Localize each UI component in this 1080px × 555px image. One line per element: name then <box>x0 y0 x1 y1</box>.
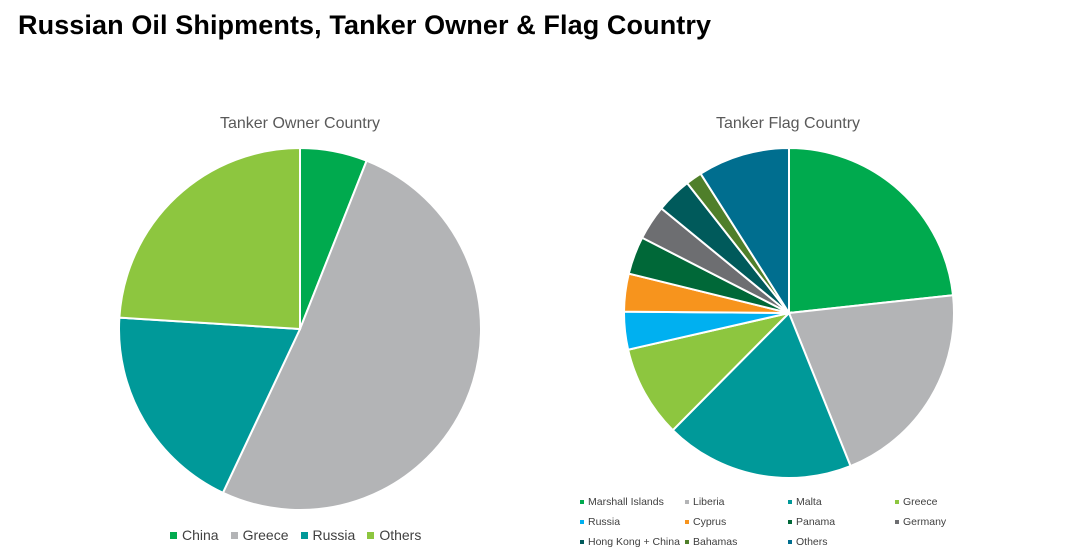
legend-item-hong-kong-china: Hong Kong + China <box>580 535 685 548</box>
legend-swatch <box>230 531 238 539</box>
legend-item-germany: Germany <box>895 515 1005 528</box>
legend-swatch <box>580 539 584 544</box>
legend-item-china: China <box>170 527 219 543</box>
legend-item-greece: Greece <box>895 495 1005 508</box>
legend-item-liberia: Liberia <box>685 495 788 508</box>
legend-swatch <box>895 519 899 524</box>
pie-slice-others <box>699 146 790 317</box>
owner-legend: China Greece Russia Others <box>170 527 470 543</box>
legend-item-cyprus: Cyprus <box>685 515 788 528</box>
pie-slice-russia <box>118 316 302 495</box>
legend-label: Germany <box>903 515 947 528</box>
legend-swatch <box>788 499 792 504</box>
legend-item-panama: Panama <box>788 515 895 528</box>
pie-slice-malta <box>671 311 852 479</box>
legend-label: Cyprus <box>693 515 727 528</box>
legend-swatch <box>300 531 308 539</box>
legend-swatch <box>170 531 177 539</box>
legend-label: China <box>182 527 219 543</box>
legend-item-russia: Russia <box>580 515 685 528</box>
legend-label: Greece <box>242 527 289 543</box>
legend-label: Malta <box>796 495 822 508</box>
legend-item-malta: Malta <box>788 495 895 508</box>
pie-slice-marshall-islands <box>788 146 955 315</box>
legend-swatch <box>685 499 689 504</box>
legend-label: Others <box>796 535 828 548</box>
legend-label: Russia <box>588 515 621 528</box>
legend-label: Bahamas <box>693 535 738 548</box>
legend-swatch <box>685 519 689 524</box>
legend-item-others: Others <box>367 527 421 543</box>
legend-label: Liberia <box>693 495 725 508</box>
pie-slice-liberia <box>787 294 955 468</box>
legend-item-bahamas: Bahamas <box>685 535 788 548</box>
legend-label: Greece <box>903 495 938 508</box>
pie-slice-greece <box>221 159 482 511</box>
legend-swatch <box>788 539 792 544</box>
owner-chart-title: Tanker Owner Country <box>219 115 381 132</box>
legend-item-greece: Greece <box>230 527 289 543</box>
legend-label: Others <box>379 527 422 543</box>
legend-item-marshall-islands: Marshall Islands <box>580 495 685 508</box>
legend-label: Hong Kong + China <box>588 535 680 548</box>
pie-slice-others <box>118 146 301 331</box>
legend-label: Marshall Islands <box>588 495 664 508</box>
legend-swatch <box>580 499 584 504</box>
legend-swatch <box>685 539 689 544</box>
legend-item-russia: Russia <box>300 527 356 543</box>
legend-swatch <box>895 499 899 504</box>
page-title: Russian Oil Shipments, Tanker Owner & Fl… <box>18 10 712 40</box>
legend-item-others: Others <box>788 535 895 548</box>
legend-label: Panama <box>796 515 836 528</box>
flag-legend: Marshall Islands Liberia Malta Greece Russia… <box>580 495 1050 548</box>
legend-label: Russia <box>312 527 356 543</box>
pie-slice-greece <box>626 311 793 432</box>
flag-chart-title: Tanker Flag Country <box>715 115 861 132</box>
legend-swatch <box>788 519 792 524</box>
legend-swatch <box>367 531 375 539</box>
legend-swatch <box>580 519 584 524</box>
